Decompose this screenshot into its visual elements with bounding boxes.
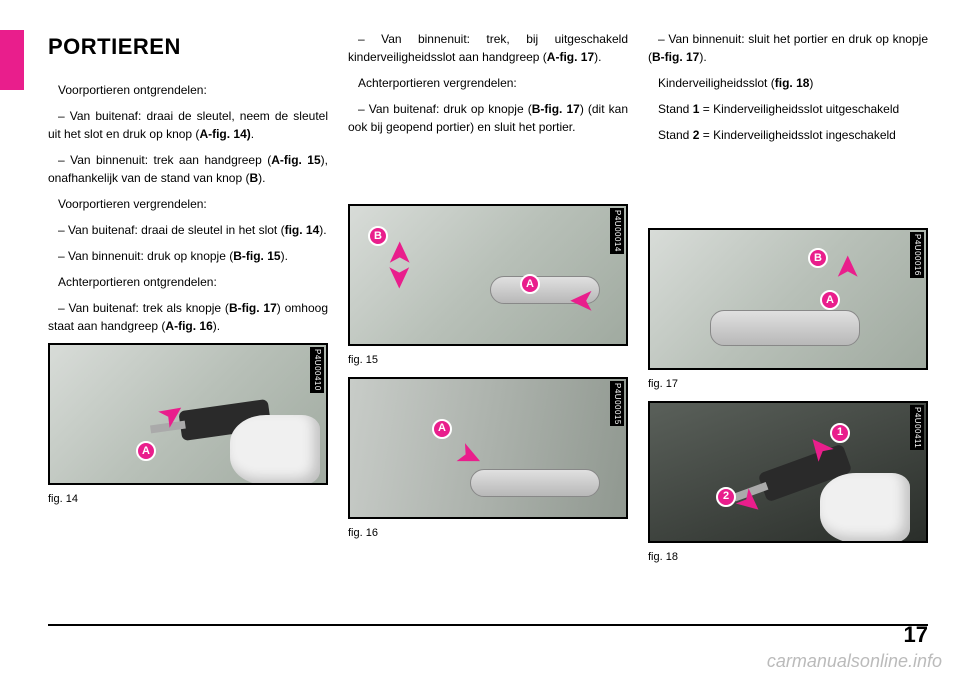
marker-a: A [136, 441, 156, 461]
para: – Van buitenaf: trek als knopje (B-fig. … [48, 299, 328, 335]
marker-a: A [432, 419, 452, 439]
para: Stand 1 = Kinderveiligheidsslot uitgesch… [648, 100, 928, 118]
para: – Van binnenuit: sluit het portier en dr… [648, 30, 928, 66]
figure-caption: fig. 16 [348, 525, 628, 542]
arrow-up-icon: ➤ [827, 255, 869, 278]
marker-a: A [820, 290, 840, 310]
bottom-rule [48, 624, 928, 626]
door-handle-graphic [470, 469, 600, 497]
para: Achterportieren ontgrendelen: [48, 273, 328, 291]
figure-code: P4U00411 [910, 405, 924, 450]
figure-code: P4U00016 [910, 232, 924, 278]
page-content: PORTIEREN Voorportieren ontgrendelen: – … [48, 30, 928, 640]
para: – Van buitenaf: draai de sleutel, neem d… [48, 107, 328, 143]
figure-code: P4U00410 [310, 347, 324, 393]
para: – Van binnenuit: druk op knopje (B-fig. … [48, 247, 328, 265]
page-number: 17 [904, 622, 928, 648]
hand-graphic [820, 473, 910, 543]
arrow-down-icon: ➤ [379, 265, 421, 288]
watermark: carmanualsonline.info [767, 651, 942, 672]
figure-17: P4U00016 B A ➤ fig. 17 [648, 228, 928, 393]
figure-16: P4U00015 A ➤ fig. 16 [348, 377, 628, 542]
arrow-up-icon: ➤ [379, 241, 421, 264]
section-tab [0, 30, 24, 90]
para: Voorportieren ontgrendelen: [48, 81, 328, 99]
figure-caption: fig. 18 [648, 549, 928, 566]
marker-a: A [520, 274, 540, 294]
figure-caption: fig. 17 [648, 376, 928, 393]
figure-caption: fig. 14 [48, 491, 328, 508]
figure-15: P4U00014 B A ➤ ➤ ➤ fig. 15 [348, 204, 628, 369]
column-1: PORTIEREN Voorportieren ontgrendelen: – … [48, 30, 328, 573]
para: – Van binnenuit: trek aan handgreep (A-f… [48, 151, 328, 187]
para: – Van buitenaf: druk op knopje (B-fig. 1… [348, 100, 628, 136]
column-3: – Van binnenuit: sluit het portier en dr… [648, 30, 928, 573]
figure-18: P4U00411 1 2 ➤ ➤ fig. 18 [648, 401, 928, 566]
page-title: PORTIEREN [48, 30, 328, 63]
para: Achterportieren vergrendelen: [348, 74, 628, 92]
door-handle-graphic [710, 310, 860, 346]
para: – Van buitenaf: draai de sleutel in het … [48, 221, 328, 239]
figure-caption: fig. 15 [348, 352, 628, 369]
para: Kinderveiligheidsslot (fig. 18) [648, 74, 928, 92]
figure-code: P4U00014 [610, 208, 624, 254]
column-2: – Van binnenuit: trek, bij uitgeschakeld… [348, 30, 628, 573]
para: – Van binnenuit: trek, bij uitgeschakeld… [348, 30, 628, 66]
figure-code: P4U00015 [610, 381, 624, 427]
hand-graphic [230, 415, 320, 485]
para: Voorportieren vergrendelen: [48, 195, 328, 213]
marker-b: B [808, 248, 828, 268]
arrow-left-icon: ➤ [570, 280, 593, 322]
figure-14: P4U00410 A ➤ fig. 14 [48, 343, 328, 508]
para: Stand 2 = Kinderveiligheidsslot ingescha… [648, 126, 928, 144]
